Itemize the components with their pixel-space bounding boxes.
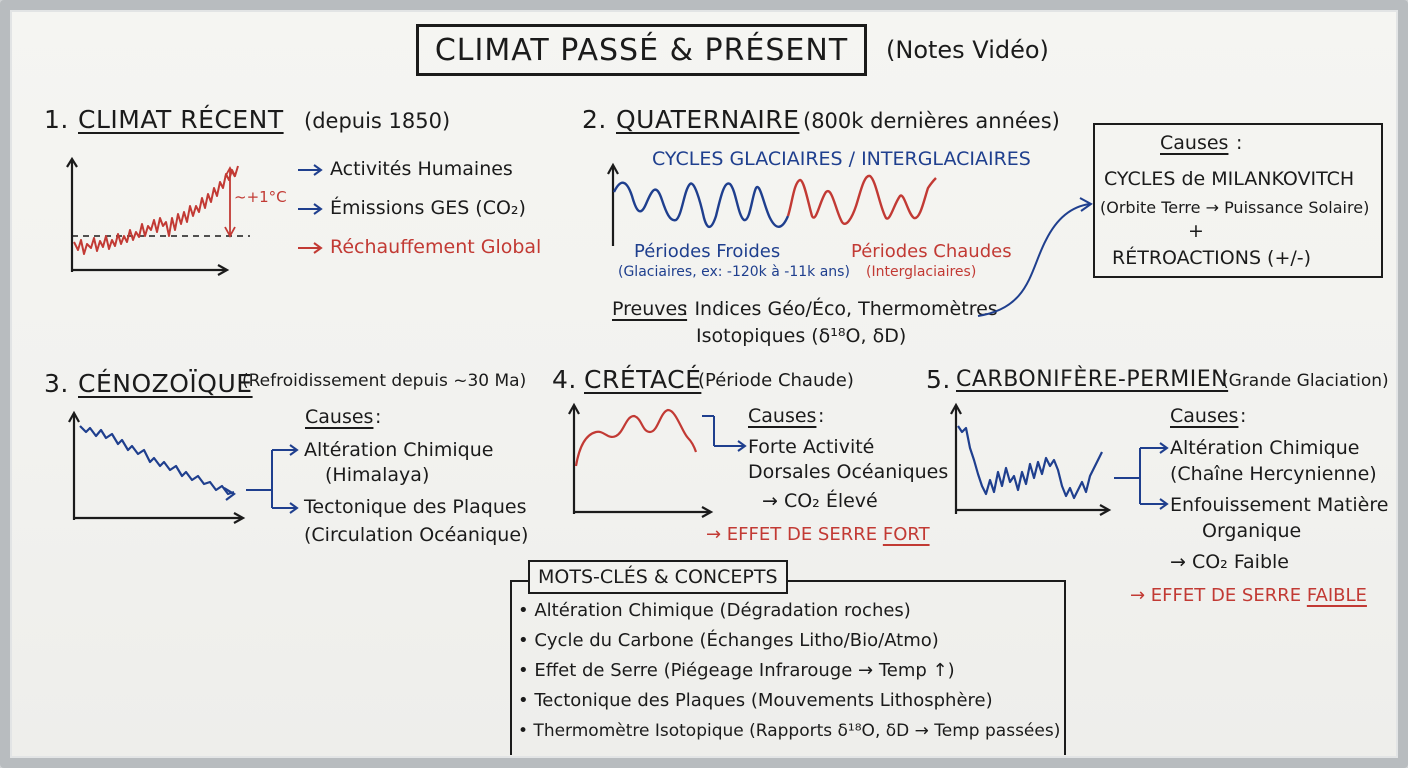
- s3-cause-1: Altération Chimique: [304, 439, 494, 461]
- s2-proof-line-1: : Indices Géo/Éco, Thermomètres: [682, 298, 998, 320]
- s3-causes-colon: :: [375, 406, 382, 428]
- s5-subtitle: (Grande Glaciation): [1222, 371, 1389, 391]
- s3-cause-1-detail: (Himalaya): [325, 464, 430, 486]
- s1-bullet-3: Réchauffement Global: [330, 236, 542, 258]
- s2-causes-orbit: (Orbite Terre → Puissance Solaire): [1100, 198, 1370, 217]
- s3-cooling-graph: [68, 410, 246, 524]
- permian-series: [957, 425, 1103, 500]
- s2-causes-milankovitch: CYCLES de MILANKOVITCH: [1104, 168, 1355, 190]
- title-box: CLIMAT PASSÉ & PRÉSENT: [416, 24, 867, 76]
- s2-cycles-label: CYCLES GLACIAIRES / INTERGLACIAIRES: [652, 148, 1031, 170]
- s5-effect-strong: FAIBLE: [1306, 585, 1367, 606]
- s2-warm-label: Périodes Chaudes: [851, 241, 1012, 262]
- s2-causes-connector-arrow: [977, 197, 1093, 317]
- s2-proof-label: Preuves: [612, 298, 688, 320]
- s4-cause-3: → CO₂ Élevé: [762, 490, 878, 512]
- s4-subtitle: (Période Chaude): [698, 370, 854, 391]
- cretaceous-series: [574, 408, 698, 467]
- keywords-title-box: MOTS-CLÉS & CONCEPTS: [528, 560, 788, 594]
- s4-warm-graph: [568, 402, 714, 518]
- s5-causes-colon: :: [1240, 405, 1247, 427]
- keyword-item: • Cycle du Carbone (Échanges Litho/Bio/A…: [518, 630, 939, 651]
- s2-causes-plus: +: [1188, 220, 1204, 242]
- s2-causes-label: Causes: [1160, 132, 1229, 154]
- keyword-item: • Effet de Serre (Piégeage Infrarouge → …: [518, 660, 955, 681]
- keyword-item: • Altération Chimique (Dégradation roche…: [518, 600, 911, 621]
- warm-cycles: [786, 174, 937, 225]
- cooling-series: [79, 425, 235, 496]
- s2-warm-detail: (Interglaciaires): [866, 264, 977, 280]
- s5-cause-3: → CO₂ Faible: [1170, 551, 1289, 573]
- s1-temperature-graph: [66, 156, 250, 276]
- s4-effect-strong: FORT: [882, 524, 930, 545]
- s2-subtitle: (800k dernières années): [803, 109, 1060, 133]
- s2-causes-colon: :: [1236, 132, 1243, 154]
- s2-heading: QUATERNAIRE: [616, 105, 800, 134]
- s1-bullet-arrows: [298, 164, 323, 254]
- s5-cause-1: Altération Chimique: [1170, 437, 1360, 459]
- s4-heading: CRÉTACÉ: [584, 365, 702, 394]
- temperature-series: [73, 165, 239, 255]
- s5-cause-2: Enfouissement Matière: [1170, 494, 1389, 516]
- keyword-item: • Tectonique des Plaques (Mouvements Lit…: [518, 690, 993, 711]
- s4-cause-2: Dorsales Océaniques: [748, 461, 949, 483]
- s4-causes-colon: :: [818, 405, 825, 427]
- s5-number: 5.: [926, 365, 951, 394]
- s2-proof-line-2: Isotopiques (δ¹⁸O, δD): [696, 325, 907, 347]
- s1-number: 1.: [44, 105, 69, 134]
- s3-heading: CÉNOZOÏQUE: [78, 369, 253, 398]
- s1-bullet-1: Activités Humaines: [330, 158, 513, 180]
- keyword-item: • Thermomètre Isotopique (Rapports δ¹⁸O,…: [518, 721, 1061, 741]
- s5-effect-prefix: → EFFET DE SERRE: [1130, 585, 1307, 606]
- s4-causes-label: Causes: [748, 405, 817, 427]
- s2-number: 2.: [582, 105, 607, 134]
- main-title: CLIMAT PASSÉ & PRÉSENT: [434, 32, 849, 68]
- s4-effect: → EFFET DE SERRE FORT: [706, 524, 930, 546]
- s2-glacial-cycles-graph: [607, 162, 937, 246]
- s5-heading: CARBONIFÈRE-PERMIEN: [956, 367, 1229, 392]
- s2-cold-label: Périodes Froides: [634, 241, 781, 262]
- s2-causes-feedbacks: RÉTROACTIONS (+/-): [1112, 247, 1312, 269]
- s2-cold-detail: (Glaciaires, ex: -120k à -11k ans): [618, 264, 850, 280]
- s4-cause-arrow: [702, 415, 747, 452]
- keywords-box: [510, 580, 1066, 755]
- s3-cause-2: Tectonique des Plaques: [304, 496, 527, 518]
- s1-heading: CLIMAT RÉCENT: [78, 105, 284, 134]
- cold-cycles: [612, 181, 790, 228]
- s5-causes-label: Causes: [1170, 405, 1239, 427]
- s5-branch-arrows: [1114, 442, 1169, 510]
- s4-number: 4.: [552, 365, 577, 394]
- s1-delta-label: ~+1°C: [234, 188, 287, 206]
- s5-effect: → EFFET DE SERRE FAIBLE: [1130, 585, 1367, 607]
- s4-cause-1: Forte Activité: [748, 436, 875, 458]
- s3-subtitle: (Refroidissement depuis ~30 Ma): [242, 371, 527, 391]
- s1-subtitle: (depuis 1850): [304, 109, 451, 133]
- s5-glaciation-graph: [950, 402, 1112, 516]
- keywords-title: MOTS-CLÉS & CONCEPTS: [538, 566, 778, 588]
- s3-causes-label: Causes: [305, 406, 374, 428]
- title-subtitle: (Notes Vidéo): [886, 36, 1049, 64]
- s4-effect-prefix: → EFFET DE SERRE: [706, 524, 883, 545]
- s1-bullet-2: Émissions GES (CO₂): [330, 197, 526, 219]
- s5-cause-1-detail: (Chaîne Hercynienne): [1170, 463, 1377, 485]
- s2-causes-box: [1093, 123, 1383, 278]
- s3-number: 3.: [44, 369, 69, 398]
- s5-cause-2-detail: Organique: [1202, 520, 1302, 542]
- s3-cause-2-detail: (Circulation Océanique): [304, 524, 529, 546]
- s3-branch-arrows: [246, 444, 299, 514]
